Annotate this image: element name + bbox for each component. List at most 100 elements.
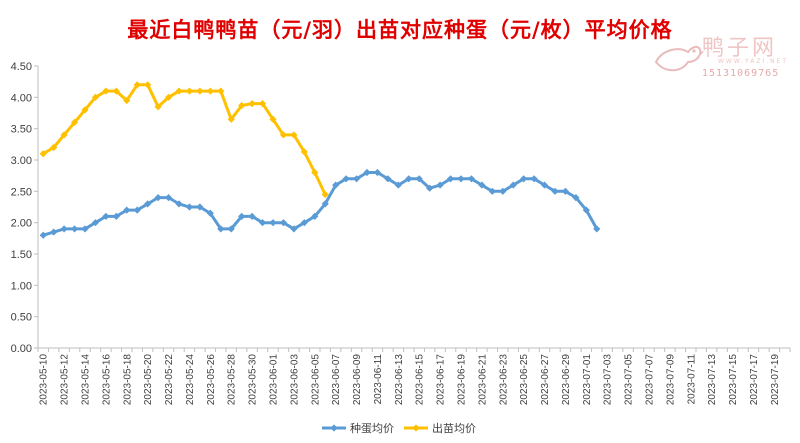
legend-marker (412, 424, 420, 432)
data-point (102, 87, 110, 95)
x-tick-label: 2023-06-23 (498, 354, 509, 406)
data-point (238, 101, 246, 110)
data-point (509, 181, 517, 189)
data-point (91, 93, 100, 101)
data-point (50, 143, 58, 152)
x-tick-label: 2023-05-26 (206, 354, 217, 406)
data-point (384, 175, 392, 183)
data-point (300, 148, 308, 156)
x-tick-label: 2023-06-21 (477, 354, 488, 406)
x-tick-label: 2023-05-22 (164, 354, 175, 406)
data-point (290, 225, 298, 233)
data-point (206, 87, 214, 95)
data-point (332, 181, 340, 189)
x-tick-label: 2023-07-11 (686, 354, 697, 405)
data-point (426, 184, 434, 192)
data-point (457, 175, 465, 183)
data-point (530, 175, 538, 183)
x-tick-label: 2023-05-12 (60, 354, 71, 406)
x-tick-label: 2023-07-15 (728, 354, 739, 406)
data-point (593, 225, 601, 233)
x-tick-label: 2023-06-13 (394, 354, 405, 406)
x-tick-label: 2023-07-03 (603, 354, 614, 406)
data-point (39, 150, 47, 158)
data-point (300, 219, 308, 227)
x-tick-label: 2023-07-13 (707, 354, 718, 406)
watermark-phone: 15131069765 (702, 68, 780, 79)
data-point (154, 194, 162, 202)
x-tick-label: 2023-07-19 (770, 354, 781, 406)
data-point (81, 225, 89, 233)
data-point (446, 175, 455, 183)
data-point (217, 87, 225, 95)
data-point (311, 168, 319, 177)
data-point (520, 175, 528, 183)
legend-marker (330, 424, 338, 432)
data-point (133, 81, 141, 89)
y-tick-label: 1.00 (11, 280, 32, 292)
data-point (269, 115, 277, 123)
data-point (352, 175, 361, 183)
data-point (551, 187, 559, 195)
data-point (196, 87, 204, 95)
y-tick-label: 0.50 (11, 312, 32, 324)
data-point (373, 168, 382, 177)
y-tick-label: 2.00 (11, 218, 32, 230)
data-point (269, 219, 277, 227)
data-point (185, 203, 194, 211)
legend-label: 种蛋均价 (350, 421, 394, 435)
data-point (102, 212, 110, 220)
x-tick-label: 2023-06-25 (519, 354, 530, 406)
x-tick-label: 2023-05-30 (248, 354, 259, 406)
x-tick-label: 2023-05-14 (81, 354, 92, 406)
data-point (112, 87, 120, 95)
data-point (582, 206, 590, 214)
data-point (175, 87, 183, 95)
x-tick-label: 2023-06-17 (436, 354, 447, 406)
data-point (227, 115, 235, 123)
x-tick-label: 2023-06-09 (352, 354, 363, 406)
data-point (217, 225, 225, 233)
series-line-chick (42, 83, 327, 196)
y-tick-label: 4.50 (11, 61, 32, 73)
data-point (561, 187, 570, 195)
data-point (175, 200, 183, 208)
data-point (258, 100, 267, 108)
data-point (70, 118, 79, 126)
x-tick-label: 2023-06-27 (540, 354, 551, 406)
data-point (164, 194, 173, 202)
data-point (133, 206, 141, 214)
data-point (394, 181, 402, 189)
x-tick-label: 2023-05-16 (101, 354, 112, 406)
data-point (39, 231, 47, 239)
duck-logo-icon (654, 46, 704, 72)
x-tick-label: 2023-06-03 (289, 354, 300, 406)
data-point (144, 81, 152, 89)
x-tick-label: 2023-06-11 (373, 354, 384, 405)
data-point (123, 96, 131, 105)
y-tick-label: 3.50 (11, 124, 32, 136)
data-point (112, 212, 120, 220)
data-point (154, 103, 162, 111)
data-point (279, 219, 288, 227)
data-point (70, 225, 79, 233)
y-tick-label: 3.00 (11, 155, 32, 167)
x-tick-label: 2023-06-01 (269, 354, 280, 406)
data-point (206, 209, 214, 217)
x-tick-label: 2023-06-19 (457, 354, 468, 406)
data-point (290, 131, 298, 139)
data-point (321, 190, 329, 199)
data-point (467, 175, 476, 183)
watermark: 鸭子网 WWW.YAZI.NET 15131069765 (640, 22, 790, 92)
x-tick-label: 2023-07-07 (645, 354, 656, 406)
y-tick-label: 0.00 (11, 343, 32, 355)
data-point (321, 200, 329, 208)
x-tick-label: 2023-07-01 (582, 354, 593, 406)
data-point (258, 219, 267, 227)
data-point (415, 175, 423, 183)
x-tick-label: 2023-06-15 (415, 354, 426, 406)
data-point (436, 181, 444, 189)
data-point (123, 206, 131, 214)
